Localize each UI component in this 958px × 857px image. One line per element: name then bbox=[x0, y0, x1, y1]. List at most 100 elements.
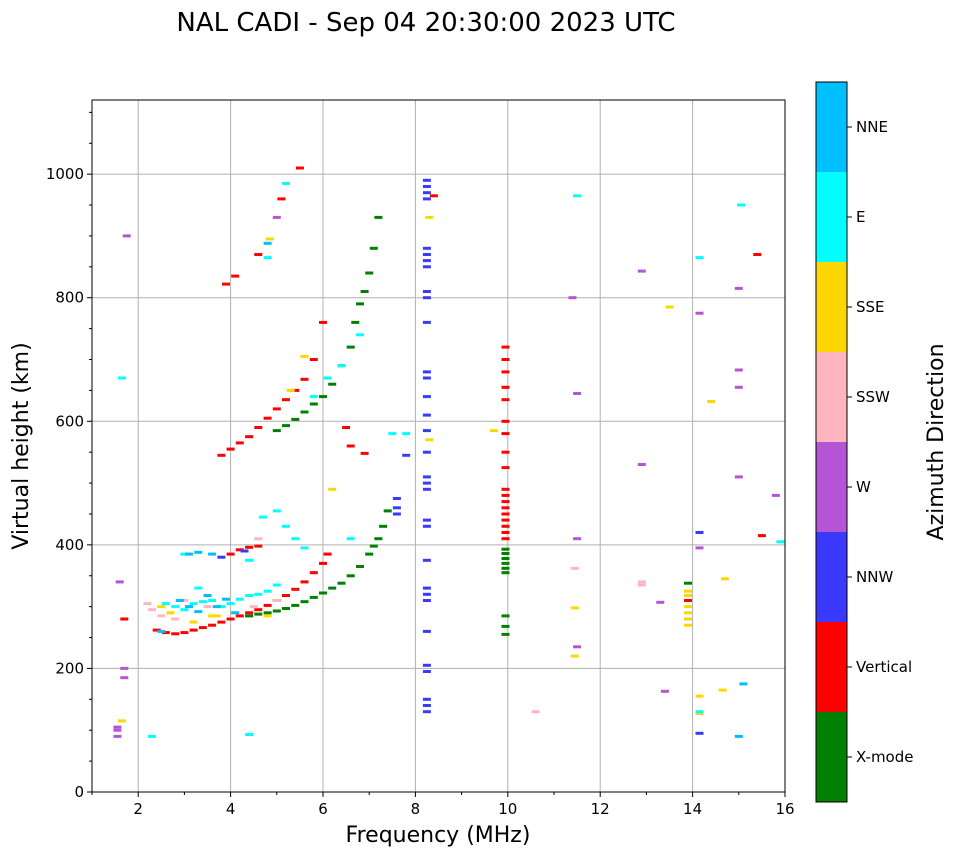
data-point bbox=[501, 561, 510, 565]
data-point bbox=[568, 296, 577, 300]
data-point bbox=[157, 605, 166, 609]
y-axis-label: Virtual height (km) bbox=[9, 342, 34, 549]
data-point bbox=[422, 481, 431, 485]
data-point bbox=[684, 623, 692, 627]
data-point bbox=[570, 606, 579, 610]
data-point bbox=[501, 500, 510, 504]
data-point bbox=[365, 271, 374, 275]
data-point bbox=[282, 524, 290, 528]
data-point bbox=[422, 253, 431, 256]
data-point bbox=[189, 620, 198, 624]
data-point bbox=[258, 515, 267, 519]
data-point bbox=[422, 704, 431, 707]
colorbar-label: Vertical bbox=[856, 658, 912, 676]
data-point bbox=[263, 603, 272, 607]
data-point bbox=[194, 550, 203, 554]
data-point bbox=[734, 286, 743, 290]
data-point bbox=[501, 518, 510, 522]
x-tick-label: 8 bbox=[411, 800, 421, 818]
data-point bbox=[684, 594, 692, 597]
data-point bbox=[422, 697, 431, 701]
data-point bbox=[115, 580, 124, 584]
colorbar-swatch bbox=[816, 622, 847, 712]
x-tick-label: 2 bbox=[133, 800, 143, 818]
data-point bbox=[570, 566, 579, 570]
data-point bbox=[198, 626, 207, 630]
data-point bbox=[422, 663, 431, 667]
data-point bbox=[501, 512, 510, 516]
y-tick-label: 800 bbox=[55, 289, 84, 307]
data-point bbox=[422, 413, 431, 417]
data-point bbox=[277, 197, 286, 201]
data-point bbox=[122, 234, 131, 238]
series-ssw bbox=[143, 537, 646, 714]
data-point bbox=[235, 441, 244, 445]
data-point bbox=[402, 453, 411, 457]
data-point bbox=[422, 429, 431, 433]
data-point bbox=[501, 493, 510, 497]
data-point bbox=[707, 400, 716, 403]
data-point bbox=[720, 577, 729, 581]
data-point bbox=[245, 594, 254, 597]
data-point bbox=[263, 416, 272, 420]
series-sse bbox=[118, 215, 729, 723]
data-point bbox=[143, 602, 152, 606]
data-point bbox=[360, 451, 369, 455]
data-point bbox=[501, 547, 510, 551]
data-point bbox=[189, 628, 198, 632]
data-point bbox=[300, 580, 309, 584]
data-point bbox=[212, 605, 221, 609]
data-point bbox=[185, 552, 193, 556]
data-point bbox=[180, 599, 189, 602]
data-point bbox=[222, 282, 230, 286]
data-point bbox=[734, 368, 743, 372]
data-point bbox=[254, 592, 263, 596]
data-point bbox=[374, 537, 383, 541]
data-point bbox=[501, 624, 510, 628]
data-point bbox=[157, 629, 166, 633]
data-point bbox=[272, 599, 281, 602]
data-point bbox=[501, 506, 510, 510]
data-point bbox=[171, 632, 180, 636]
data-point bbox=[245, 611, 254, 615]
data-point bbox=[337, 364, 346, 368]
data-point bbox=[695, 311, 704, 315]
x-tick-label: 14 bbox=[683, 800, 702, 818]
colorbar-label: NNW bbox=[856, 568, 893, 586]
data-point bbox=[501, 537, 510, 541]
data-point bbox=[422, 558, 431, 562]
data-point bbox=[113, 725, 122, 729]
data-point bbox=[383, 509, 392, 513]
data-point bbox=[501, 466, 510, 470]
data-point bbox=[684, 589, 692, 593]
data-point bbox=[286, 388, 295, 392]
data-point bbox=[489, 429, 498, 433]
y-tick-label: 400 bbox=[55, 536, 84, 554]
data-point bbox=[309, 595, 318, 599]
data-point bbox=[422, 670, 431, 673]
data-point bbox=[300, 377, 309, 381]
data-point bbox=[208, 552, 217, 556]
data-point bbox=[263, 589, 272, 593]
data-point bbox=[422, 191, 431, 195]
data-point bbox=[422, 320, 431, 324]
colorbar-swatch bbox=[816, 262, 847, 352]
data-point bbox=[319, 320, 327, 324]
data-point bbox=[245, 614, 254, 618]
data-point bbox=[282, 424, 290, 428]
data-point bbox=[235, 597, 244, 601]
chart-title: NAL CADI - Sep 04 20:30:00 2023 UTC bbox=[176, 8, 675, 38]
data-point bbox=[203, 605, 212, 609]
data-point bbox=[291, 587, 300, 591]
data-point bbox=[573, 194, 582, 198]
series-nne bbox=[157, 241, 748, 738]
data-point bbox=[356, 302, 364, 306]
data-point bbox=[429, 194, 438, 198]
data-point bbox=[369, 246, 378, 250]
data-point bbox=[665, 305, 674, 309]
data-point bbox=[309, 571, 318, 575]
data-points bbox=[113, 166, 785, 738]
data-point bbox=[637, 583, 646, 587]
y-tick-label: 1000 bbox=[46, 165, 84, 183]
